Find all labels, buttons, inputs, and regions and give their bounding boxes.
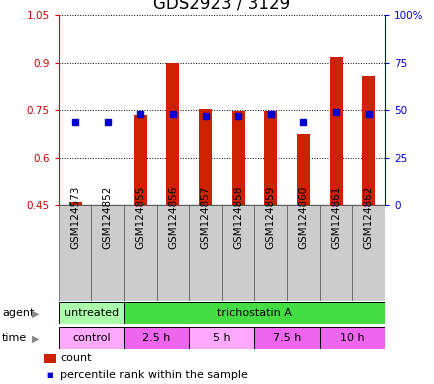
Bar [352,205,384,301]
Text: GSM124860: GSM124860 [298,185,308,249]
Text: 2.5 h: 2.5 h [142,333,171,343]
Bar [319,205,352,301]
Title: GDS2923 / 3129: GDS2923 / 3129 [153,0,290,12]
Text: 5 h: 5 h [213,333,230,343]
Bar [156,205,189,301]
Bar [59,327,124,349]
Text: GSM124859: GSM124859 [265,185,275,249]
Bar [221,205,254,301]
Text: control: control [72,333,110,343]
Bar [59,205,91,301]
Bar [69,202,82,205]
Text: trichostatin A: trichostatin A [217,308,291,318]
Bar [264,111,277,205]
Text: ▶: ▶ [32,308,40,318]
Bar [59,302,124,324]
Bar [254,327,319,349]
Bar [166,63,179,205]
Bar [286,205,319,301]
Bar [231,111,244,205]
Bar [189,205,221,301]
Bar [124,205,156,301]
Bar [329,56,342,205]
Text: untreated: untreated [64,308,118,318]
Bar [91,205,124,301]
Bar [319,327,384,349]
Bar [134,115,147,205]
Text: GSM124861: GSM124861 [330,185,340,249]
Text: GSM124858: GSM124858 [233,185,243,249]
Text: GSM124852: GSM124852 [102,185,112,249]
Text: time: time [2,333,27,343]
Text: percentile rank within the sample: percentile rank within the sample [60,370,247,380]
Bar [124,302,384,324]
Bar [189,327,254,349]
Text: 10 h: 10 h [339,333,364,343]
Text: ■: ■ [46,372,53,378]
Bar [199,109,212,205]
Text: GSM124855: GSM124855 [135,185,145,249]
Text: GSM124856: GSM124856 [168,185,178,249]
Text: ▶: ▶ [32,333,40,343]
Bar [362,76,375,205]
Text: GSM124573: GSM124573 [70,185,80,249]
Text: GSM124862: GSM124862 [363,185,373,249]
Bar [254,205,286,301]
Bar [296,134,309,205]
Bar [124,327,189,349]
Text: GSM124857: GSM124857 [200,185,210,249]
Text: agent: agent [2,308,34,318]
Text: count: count [60,353,91,363]
Text: 7.5 h: 7.5 h [272,333,301,343]
